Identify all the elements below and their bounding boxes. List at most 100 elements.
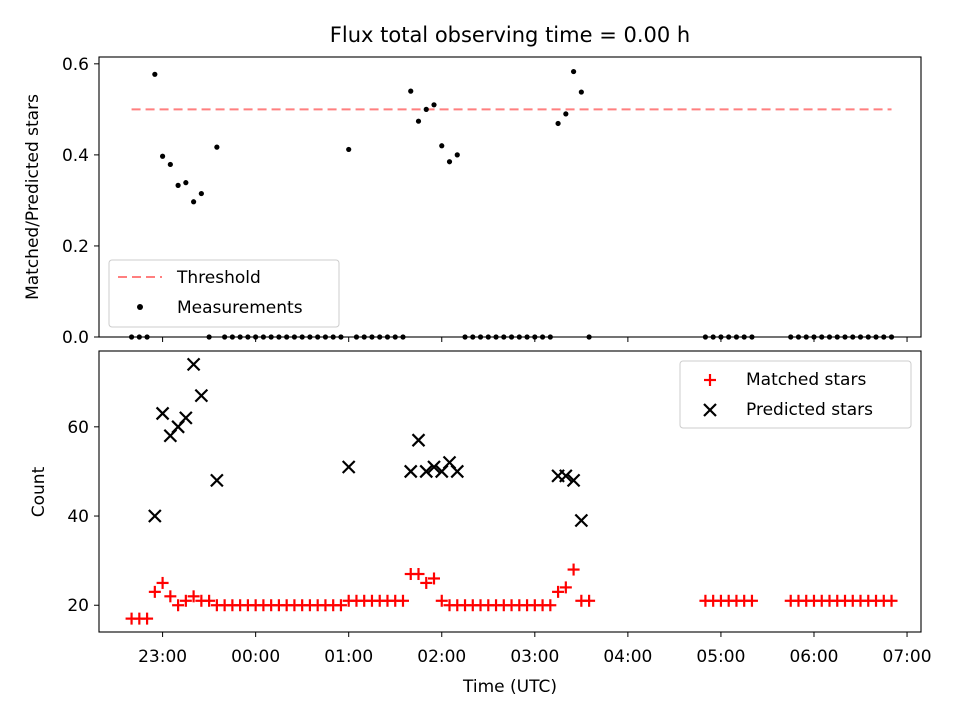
matched-stars-point — [203, 594, 216, 607]
top-y-tick-label: 0.6 — [62, 55, 89, 75]
matched-stars-point — [420, 576, 433, 589]
matched-stars-point — [156, 576, 169, 589]
measurement-point — [834, 334, 840, 340]
measurement-point — [408, 88, 414, 94]
predicted-stars-point — [403, 464, 418, 479]
measurement-point — [377, 334, 383, 340]
measurement-point — [842, 334, 848, 340]
top-y-tick-label: 0.4 — [62, 146, 89, 166]
measurement-point — [330, 334, 336, 340]
x-tick-label: 04:00 — [603, 647, 652, 667]
matched-stars-point — [428, 572, 441, 585]
measurement-point — [159, 153, 166, 159]
chart-title: Flux total observing time = 0.00 h — [330, 23, 690, 47]
predicted-stars-point — [574, 513, 589, 528]
bottom-plot-frame — [98, 350, 922, 633]
measurement-point — [175, 182, 181, 188]
matched-stars-legend-swatch — [704, 374, 716, 386]
measurement-point — [795, 334, 802, 340]
matched-stars-series — [125, 563, 898, 625]
matched-stars-point — [552, 585, 565, 598]
predicted-stars-point — [179, 411, 193, 425]
x-tick-label: 05:00 — [696, 647, 745, 667]
x-tick-label: 03:00 — [510, 647, 559, 667]
measurement-point — [152, 71, 158, 77]
predicted-stars-point — [186, 357, 201, 372]
matched-stars-point — [148, 585, 161, 598]
measurement-point — [245, 334, 251, 340]
measurement-point — [454, 152, 460, 158]
top-legend: Threshold Measurements — [108, 259, 340, 328]
x-tick-label: 02:00 — [417, 647, 466, 667]
predicted-stars-point — [559, 469, 573, 483]
top-panel: 0.0 0.2 0.4 0.6 Matched/Predicted stars Thr… — [23, 55, 922, 348]
matched-stars-point — [567, 563, 580, 576]
predicted-stars-point — [411, 433, 426, 447]
predicted-stars-point — [341, 460, 356, 474]
measurement-point — [570, 68, 577, 75]
measurement-point — [260, 334, 266, 340]
bottom-legend: Matched stars Predicted stars — [679, 360, 912, 429]
measurement-point — [733, 334, 740, 340]
predicted-stars-point — [155, 406, 170, 421]
measurement-point — [346, 146, 352, 153]
measurement-point — [198, 190, 204, 197]
x-tick-label: 23:00 — [138, 647, 187, 667]
matched-stars-point — [164, 590, 177, 603]
top-y-tick-label: 0.0 — [62, 328, 89, 348]
predicted-stars-point — [450, 464, 465, 479]
matched-stars-point — [334, 599, 347, 612]
measurement-point — [136, 334, 142, 340]
predicted-stars-legend-label: Predicted stars — [746, 400, 873, 420]
measurement-point — [237, 334, 243, 340]
measurement-point — [485, 334, 491, 340]
measurement-point — [865, 334, 871, 340]
bottom-legend-box — [679, 360, 912, 429]
measurement-point — [361, 334, 367, 340]
measurement-point — [710, 334, 716, 340]
measurement-point — [578, 89, 584, 95]
measurement-point — [338, 334, 344, 340]
matched-stars-point — [179, 594, 192, 607]
matched-stars-point — [559, 581, 572, 594]
measurements-series — [128, 68, 895, 340]
measurement-point — [857, 334, 864, 340]
matched-stars-point — [412, 568, 425, 581]
matched-stars-point — [885, 594, 898, 607]
x-tick-label: 01:00 — [324, 647, 373, 667]
measurement-point — [524, 334, 530, 340]
measurement-point — [268, 334, 274, 340]
measurement-point — [214, 144, 220, 150]
measurement-point — [307, 334, 313, 340]
bottom-y-axis-label: Count — [29, 466, 49, 517]
bottom-y-tick-label: 40 — [67, 507, 89, 527]
bottom-x-axis: 23:00 00:00 01:00 02:00 03:00 04:00 05:00 06:00… — [138, 632, 932, 667]
measurement-point — [415, 118, 422, 124]
measurement-point — [819, 334, 825, 340]
matched-stars-point — [187, 590, 200, 603]
measurement-point — [493, 334, 499, 340]
matched-stars-point — [745, 594, 758, 607]
measurement-point — [144, 334, 150, 340]
measurement-point — [128, 334, 135, 340]
measurement-point — [392, 334, 398, 340]
measurement-point — [276, 334, 282, 340]
measurement-point — [369, 334, 375, 340]
measurement-point — [702, 334, 709, 340]
measurement-point — [788, 334, 794, 340]
measurement-point — [741, 334, 747, 340]
measurement-point — [384, 334, 391, 340]
measurement-point — [206, 334, 212, 340]
measurement-point — [718, 334, 724, 340]
x-tick-label: 07:00 — [883, 647, 932, 667]
measurement-point — [873, 334, 879, 340]
measurement-point — [299, 334, 305, 340]
measurement-point — [826, 334, 833, 340]
measurement-point — [222, 334, 228, 340]
measurement-point — [508, 334, 515, 340]
measurement-point — [563, 111, 569, 117]
measurement-point — [462, 334, 468, 340]
bottom-y-tick-label: 20 — [67, 596, 89, 616]
measurement-point — [888, 334, 895, 340]
